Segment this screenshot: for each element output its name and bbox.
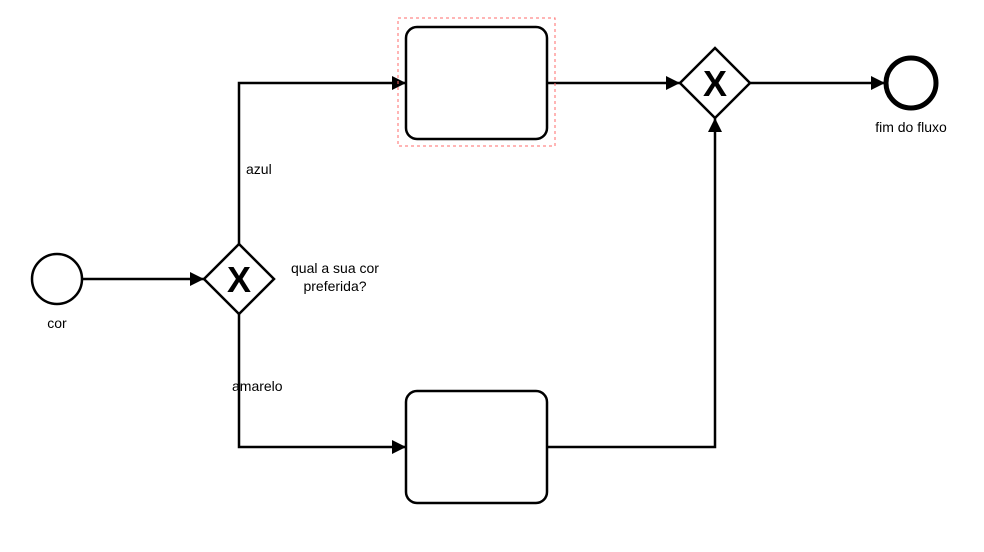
split-gateway-label-line2: preferida? <box>303 278 367 294</box>
end-event[interactable] <box>883 55 939 111</box>
sequence-flows <box>82 76 885 454</box>
end-event-label: fim do fluxo <box>875 119 947 135</box>
flow-task-bottom-to-merge[interactable] <box>547 118 722 449</box>
exclusive-gateway-split[interactable]: X <box>202 242 276 316</box>
gateway-x-icon: X <box>703 63 727 104</box>
exclusive-gateway-merge[interactable]: X <box>678 46 752 120</box>
task-bottom[interactable] <box>404 389 549 505</box>
task-top[interactable] <box>404 25 549 141</box>
selection-outline <box>397 17 556 147</box>
gateway-x-icon: X <box>227 259 251 300</box>
start-event-label: cor <box>47 315 67 331</box>
flow-azul[interactable] <box>237 76 406 244</box>
split-gateway-label: qual a sua cor preferida? <box>280 259 390 295</box>
flow-amarelo[interactable] <box>237 314 406 454</box>
flow-label-amarelo: amarelo <box>232 378 283 394</box>
flow-label-azul: azul <box>246 161 272 177</box>
start-event[interactable] <box>30 252 84 306</box>
split-gateway-label-line1: qual a sua cor <box>291 260 379 276</box>
